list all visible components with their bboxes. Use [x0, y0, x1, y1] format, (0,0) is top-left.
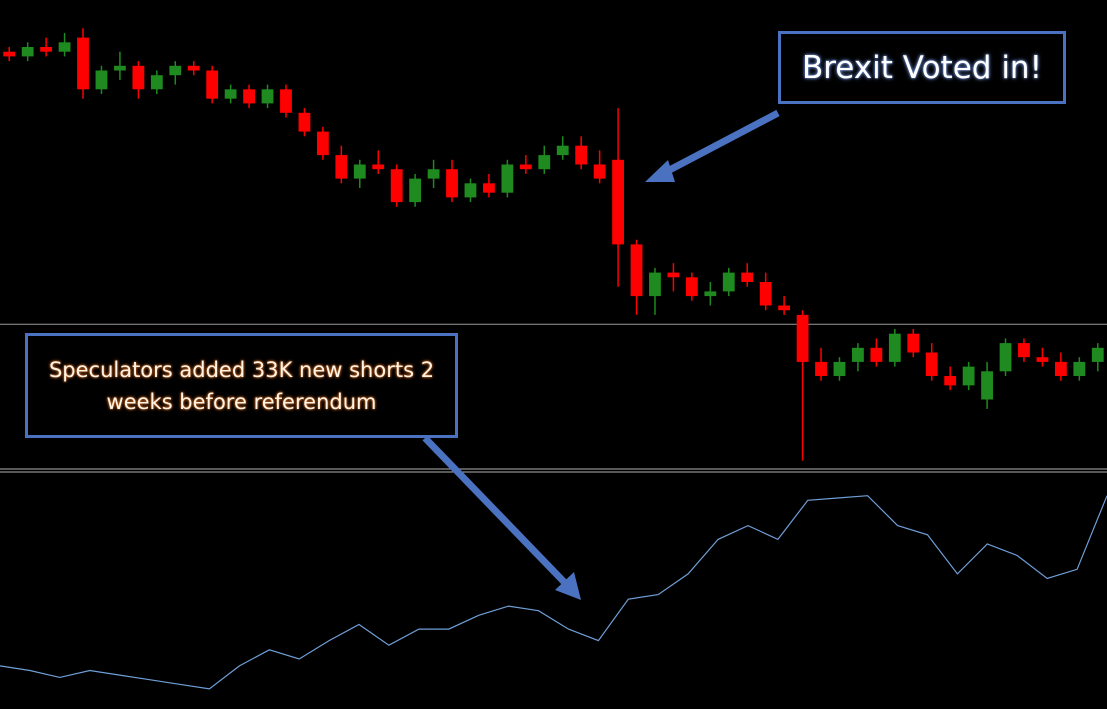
- arrow-head: [555, 572, 581, 600]
- candle-body: [649, 272, 661, 297]
- candle-body: [759, 282, 772, 306]
- candle-body: [150, 75, 163, 90]
- candle-body: [1036, 357, 1049, 362]
- candle-body: [316, 131, 329, 156]
- candle-body: [501, 164, 514, 193]
- candle-body: [593, 164, 606, 179]
- annotation: Speculators added 33K new shorts 2 weeks…: [25, 333, 458, 438]
- candle-body: [483, 183, 495, 193]
- candle-body: [519, 164, 532, 170]
- candle-body: [1018, 343, 1030, 358]
- candle-body: [446, 169, 458, 198]
- candle-body: [667, 272, 680, 278]
- marks: [0, 28, 1107, 690]
- arrow-shaft: [658, 109, 780, 179]
- candle-body: [243, 89, 255, 104]
- candle-body: [1091, 347, 1104, 362]
- candle-body: [1073, 361, 1086, 376]
- candle-body: [833, 361, 846, 376]
- annotation: Brexit Voted in!: [778, 31, 1066, 104]
- arrow-shaft: [422, 435, 570, 588]
- candle-body: [169, 65, 182, 76]
- candle-body: [815, 361, 827, 376]
- candle-body: [40, 47, 53, 52]
- candle-body: [132, 65, 145, 90]
- candle-body: [685, 277, 698, 297]
- candle-body: [95, 70, 108, 90]
- candle-body: [298, 112, 311, 132]
- candle-body: [335, 155, 348, 179]
- candle-body: [187, 65, 200, 71]
- candle-body: [630, 244, 643, 297]
- candle-body: [261, 89, 274, 104]
- candle-body: [981, 371, 993, 400]
- candle-body: [907, 333, 920, 353]
- candle-body: [888, 333, 901, 362]
- candle-body: [575, 145, 588, 165]
- candle-body: [3, 51, 16, 57]
- candle-body: [409, 178, 422, 203]
- candle-body: [280, 89, 292, 113]
- candle-body: [944, 376, 957, 386]
- candle-body: [206, 70, 219, 99]
- candle-body: [464, 183, 477, 198]
- candle-body: [778, 305, 791, 311]
- candle-body: [114, 65, 126, 71]
- candle-body: [427, 169, 440, 179]
- candle-body: [58, 42, 71, 52]
- candle-body: [704, 291, 717, 297]
- candle-body: [741, 272, 754, 282]
- candle-body: [77, 37, 89, 90]
- indicator-line: [0, 495, 1107, 690]
- candle-body: [224, 89, 237, 99]
- candle-body: [852, 347, 864, 362]
- candle-body: [925, 352, 938, 376]
- candle-body: [962, 366, 975, 386]
- candle-body: [353, 164, 366, 179]
- candle-body: [372, 164, 385, 170]
- candle-body: [870, 347, 883, 362]
- candle-body: [612, 159, 624, 245]
- candle-body: [390, 169, 403, 203]
- arrow-head: [645, 160, 675, 182]
- candle-body: [556, 145, 569, 156]
- candle-body: [538, 155, 551, 170]
- candle-body: [999, 343, 1012, 372]
- candle-body: [21, 47, 34, 57]
- candle-body: [796, 314, 809, 362]
- candle-body: [1054, 361, 1067, 376]
- candle-body: [722, 272, 735, 292]
